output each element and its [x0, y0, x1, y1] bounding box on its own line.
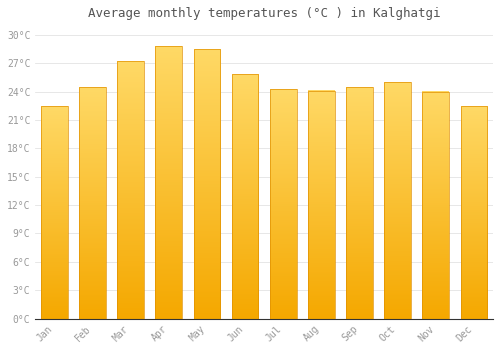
Bar [308, 91, 335, 318]
Title: Average monthly temperatures (°C ) in Kalghatgi: Average monthly temperatures (°C ) in Ka… [88, 7, 441, 20]
Bar [194, 49, 220, 318]
Bar [232, 75, 258, 318]
Bar [270, 89, 296, 318]
Bar [460, 106, 487, 319]
Bar [156, 46, 182, 318]
Bar [346, 87, 373, 318]
Bar [41, 106, 68, 319]
Bar [384, 82, 411, 318]
Bar [422, 92, 449, 318]
Bar [118, 61, 144, 319]
Bar [79, 87, 106, 318]
